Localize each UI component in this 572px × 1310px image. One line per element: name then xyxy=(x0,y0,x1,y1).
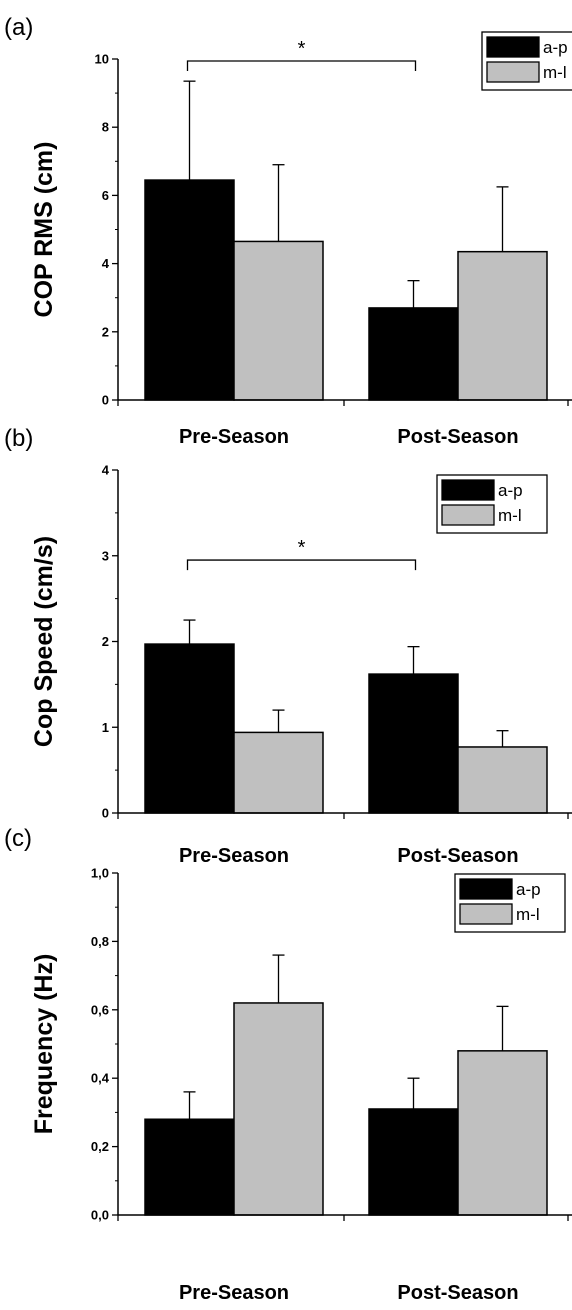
y-axis-label: Frequency (Hz) xyxy=(30,954,58,1135)
legend-label-a-p: a-p xyxy=(516,880,541,899)
bar-a-p-post-season xyxy=(368,1108,459,1216)
y-tick-label: 0,4 xyxy=(91,1071,110,1086)
y-tick-label: 1 xyxy=(102,720,109,735)
legend-label-a-p: a-p xyxy=(498,481,523,500)
legend-label-m-l: m-l xyxy=(543,63,567,82)
y-axis-label: COP RMS (cm) xyxy=(30,142,58,318)
bar-a-p-post-season xyxy=(368,673,459,814)
y-tick-label: 8 xyxy=(102,120,109,135)
category-label-pre-season: Pre-Season xyxy=(179,426,289,448)
bar-m-l-pre-season xyxy=(233,240,324,401)
y-tick-label: 2 xyxy=(102,634,109,649)
y-tick-label: 3 xyxy=(102,548,109,563)
legend: a-p m-l xyxy=(454,873,566,933)
legend-swatch-a-p xyxy=(459,878,513,900)
bar-a-p-pre-season xyxy=(144,179,235,401)
legend: a-p m-l xyxy=(436,474,548,534)
bar-m-l-post-season xyxy=(457,250,548,401)
legend: a-p m-l xyxy=(481,31,572,91)
bar-m-l-pre-season xyxy=(233,731,324,814)
significance-marker: * xyxy=(298,537,306,559)
significance-bracket xyxy=(186,559,417,571)
y-tick-label: 0,2 xyxy=(91,1139,109,1154)
panel-label: (c) xyxy=(4,825,32,852)
bar-a-p-pre-season xyxy=(144,643,235,814)
legend-swatch-a-p xyxy=(486,36,540,58)
bar-m-l-post-season xyxy=(457,1050,548,1216)
legend-label-a-p: a-p xyxy=(543,38,568,57)
bar-a-p-post-season xyxy=(368,307,459,401)
y-axis-label: Cop Speed (cm/s) xyxy=(30,536,58,747)
legend-label-m-l: m-l xyxy=(498,506,522,525)
significance-bracket xyxy=(186,60,417,71)
bar-m-l-post-season xyxy=(457,746,548,814)
y-tick-label: 4 xyxy=(102,256,110,271)
y-tick-label: 0 xyxy=(102,393,109,408)
y-tick-label: 0,6 xyxy=(91,1002,109,1017)
y-tick-label: 4 xyxy=(102,463,110,478)
category-label-pre-season: Pre-Season xyxy=(179,1282,289,1304)
y-tick-label: 0,0 xyxy=(91,1208,109,1223)
category-label-post-season: Post-Season xyxy=(397,1282,518,1304)
y-tick-label: 6 xyxy=(102,188,109,203)
legend-swatch-m-l xyxy=(486,61,540,83)
y-tick-label: 1,0 xyxy=(91,866,109,881)
category-label-post-season: Post-Season xyxy=(397,845,518,867)
y-tick-label: 0,8 xyxy=(91,934,109,949)
category-label-post-season: Post-Season xyxy=(397,426,518,448)
legend-swatch-m-l xyxy=(459,903,513,925)
panel-label: (a) xyxy=(4,14,33,41)
category-label-pre-season: Pre-Season xyxy=(179,845,289,867)
legend-label-m-l: m-l xyxy=(516,905,540,924)
panel-b: (b) Cop Speed (cm/s) 0 1 2 3 4 Pre-Season Post-S… xyxy=(4,425,572,867)
legend-swatch-a-p xyxy=(441,479,495,501)
y-tick-label: 10 xyxy=(95,52,109,67)
significance-marker: * xyxy=(298,38,306,60)
legend-swatch-m-l xyxy=(441,504,495,526)
y-tick-label: 0 xyxy=(102,806,109,821)
panel-label: (b) xyxy=(4,425,33,452)
bar-m-l-pre-season xyxy=(233,1002,324,1216)
bar-a-p-pre-season xyxy=(144,1118,235,1216)
panel-c: (c) Frequency (Hz) 0,0 0,2 0,4 0,6 0,8 1,0 Pre-S… xyxy=(4,825,572,1304)
y-tick-label: 2 xyxy=(102,324,109,339)
panel-a: (a) COP RMS (cm) 0 2 4 6 8 10 Pre-Season Post-Sea… xyxy=(4,14,572,448)
